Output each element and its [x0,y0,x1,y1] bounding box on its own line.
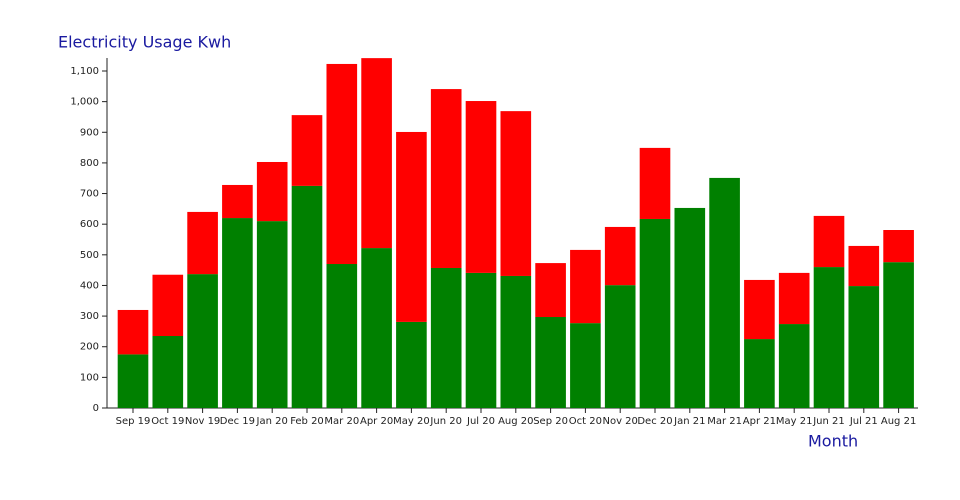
bar-segment [396,321,427,408]
x-tick-label: Jul 21 [849,416,878,427]
bar-segment [152,336,184,408]
bar-segment [813,267,845,408]
bar-segment [187,211,218,275]
bar-segment [465,272,497,408]
chart-title: Electricity Usage Kwh [58,33,231,52]
bar-segment [256,221,288,408]
x-tick-label: Jun 21 [812,416,845,427]
x-tick-label: Aug 21 [881,416,916,427]
x-tick-label: Dec 19 [220,416,255,427]
bar-segment [883,230,914,263]
bar-segment [152,274,184,337]
bar-segment [256,161,288,222]
x-tick-label: Apr 21 [743,416,776,427]
y-tick-label: 600 [80,219,99,230]
bar-segment [639,218,671,408]
bar-segment [326,264,358,408]
bar-segment [744,339,775,408]
bar-segment [430,267,462,408]
bar-segment [361,248,392,408]
x-tick-label: Nov 19 [185,416,220,427]
bar-segment [813,215,845,268]
y-tick-label: 400 [80,280,99,291]
bar-segment [187,274,218,408]
bar-segment [604,226,636,286]
bar-segment [291,185,323,408]
x-tick-label: Apr 20 [360,416,393,427]
bar-segment [535,263,566,318]
bar-segment [222,184,253,219]
bar-segment [500,275,532,408]
y-tick-label: 900 [80,127,99,138]
bar-segment [570,249,601,324]
x-tick-label: May 20 [393,416,430,427]
bar-segment [848,245,880,287]
bar-segment [117,354,149,408]
bar-segment [222,218,253,408]
x-tick-label: Nov 20 [602,416,637,427]
bar-segment [778,324,810,408]
bar-segment [465,101,497,273]
bar-segment [396,131,427,322]
bar-segment [500,111,532,276]
bar-segment [744,279,775,340]
bar-segment [709,177,740,408]
y-tick-label: 200 [80,342,99,353]
x-tick-label: Oct 19 [151,416,184,427]
bar-segment [674,207,706,408]
x-axis-title: Month [808,432,858,451]
bar-segment [639,147,671,219]
x-tick-label: Sep 19 [116,416,151,427]
y-tick-label: 700 [80,189,99,200]
bar-segment [291,115,323,186]
x-tick-label: Mar 21 [707,416,742,427]
x-tick-label: Mar 20 [324,416,359,427]
y-tick-label: 100 [80,372,99,383]
bar-segment [535,317,566,408]
bar-segment [883,262,914,408]
x-tick-label: Dec 20 [637,416,672,427]
x-tick-label: May 21 [776,416,813,427]
y-tick-label: 0 [93,403,99,414]
bar-segment [117,309,149,355]
y-tick-label: 500 [80,250,99,261]
x-tick-label: Jan 21 [673,416,705,427]
bar-segment [570,323,601,408]
x-tick-label: Aug 20 [498,416,533,427]
y-tick-label: 1,000 [70,97,99,108]
x-tick-label: Oct 20 [569,416,602,427]
x-tick-label: Jan 20 [256,416,288,427]
x-tick-label: Sep 20 [533,416,568,427]
bar-segment [430,89,462,268]
y-tick-label: 800 [80,158,99,169]
bar-segment [326,63,358,265]
y-tick-label: 300 [80,311,99,322]
x-tick-label: Jul 20 [466,416,495,427]
bar-segment [848,286,880,408]
x-tick-label: Jun 20 [429,416,462,427]
x-tick-label: Feb 20 [290,416,324,427]
bar-segment [361,58,392,249]
bar-segment [778,272,810,325]
y-tick-label: 1,100 [70,66,99,77]
bar-segment [604,285,636,408]
